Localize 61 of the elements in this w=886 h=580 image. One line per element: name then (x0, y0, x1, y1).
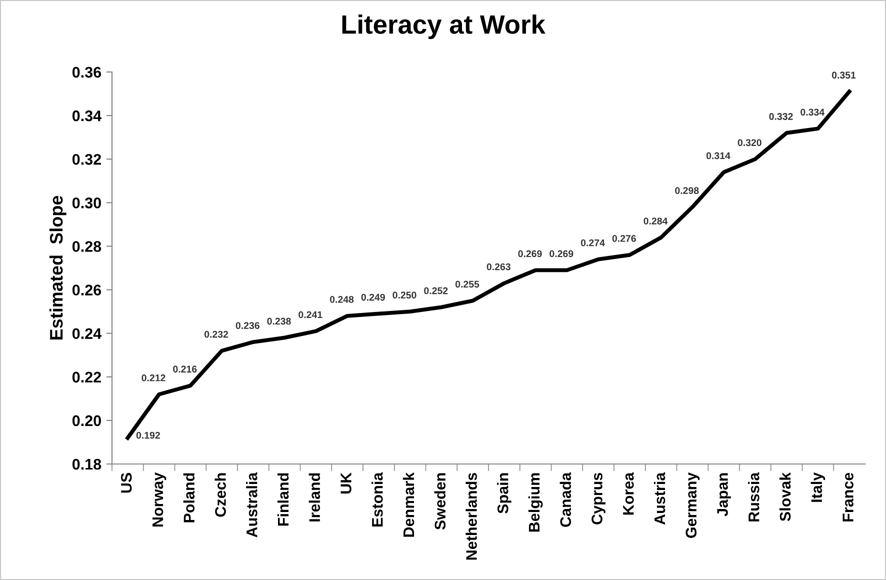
x-tick-label: US (120, 472, 132, 493)
x-tick-label: Germany (686, 472, 700, 538)
x-tick-label: Finland (277, 473, 289, 526)
data-label: 0.241 (298, 311, 322, 318)
x-tick-label: Estonia (372, 472, 383, 526)
x-tick-label: Slovak (779, 472, 791, 522)
y-tick-label: 0.18 (72, 458, 102, 470)
data-label: 0.216 (173, 366, 197, 373)
x-tick-label: Czech (214, 473, 226, 517)
y-tick-label: 0.20 (72, 415, 101, 426)
x-tick-label: Poland (183, 473, 195, 522)
x-tick-label: Korea (623, 472, 634, 515)
data-label: 0.298 (675, 187, 699, 194)
x-tick-label: Norway (152, 472, 166, 526)
x-tick-label: Japan (717, 473, 731, 516)
data-label: 0.232 (204, 330, 228, 338)
data-label: 0.238 (267, 318, 291, 325)
data-label: 0.249 (361, 294, 385, 301)
y-tick-label: 0.36 (72, 66, 102, 78)
x-tick-label: Italy (810, 472, 826, 502)
chart-title: Literacy at Work (342, 14, 546, 40)
data-label: 0.274 (580, 239, 605, 246)
data-label: 0.314 (706, 152, 730, 160)
x-tick-label: Canada (560, 472, 572, 527)
y-tick-label: 0.32 (72, 154, 101, 165)
data-label: 0.236 (236, 322, 260, 330)
line-series (126, 90, 852, 440)
x-tick-label: Cyprus (592, 472, 606, 524)
data-label: 0.332 (769, 113, 793, 120)
x-tick-label: Denmark (402, 472, 414, 537)
data-label: 0.252 (424, 287, 448, 294)
y-tick-label: 0.34 (72, 110, 102, 122)
data-label: 0.212 (142, 374, 166, 382)
x-tick-label: Austria (654, 472, 666, 525)
y-axis-title: Estimated Slope (49, 196, 66, 340)
data-label: 0.269 (550, 250, 574, 258)
y-tick-label: 0.24 (72, 328, 102, 340)
y-tick-label: 0.28 (72, 241, 102, 252)
x-tick-label: Australia (246, 472, 258, 538)
y-tick-label: 0.26 (72, 284, 102, 296)
data-label: 0.263 (486, 263, 510, 270)
x-tick-label: Netherlands (466, 472, 477, 560)
x-tick-label: Belgium (528, 473, 543, 532)
data-label: 0.269 (518, 250, 542, 258)
data-label: 0.320 (738, 139, 762, 146)
x-tick-label: Russia (748, 472, 760, 522)
x-tick-label: Sweden (434, 473, 446, 530)
data-label: 0.351 (832, 72, 856, 79)
data-label: 0.284 (644, 218, 668, 224)
x-tick-label: Ireland (308, 473, 320, 522)
y-tick-label: 0.30 (72, 198, 101, 208)
data-label: 0.255 (455, 280, 480, 288)
data-label: 0.276 (612, 235, 636, 242)
data-label: 0.250 (392, 292, 416, 299)
x-tick-label: Spain (497, 473, 512, 514)
data-label: 0.334 (800, 108, 824, 116)
data-label: 0.192 (136, 432, 160, 439)
data-label: 0.248 (330, 296, 354, 303)
y-tick-label: 0.22 (72, 372, 101, 383)
x-tick-label: France (842, 472, 854, 522)
x-tick-label: UK (340, 472, 352, 494)
